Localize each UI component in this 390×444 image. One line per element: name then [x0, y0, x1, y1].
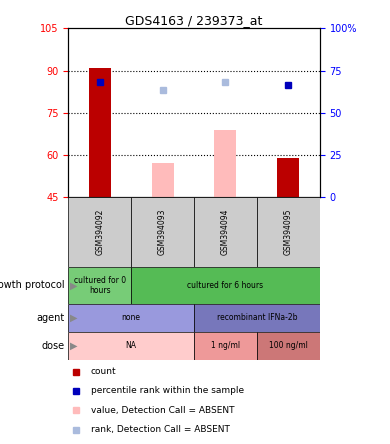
Text: GSM394092: GSM394092 — [95, 209, 104, 255]
Text: 1 ng/ml: 1 ng/ml — [211, 341, 240, 350]
Bar — [257, 197, 320, 267]
Bar — [68, 332, 194, 360]
Bar — [68, 304, 194, 332]
Text: 100 ng/ml: 100 ng/ml — [269, 341, 308, 350]
Bar — [131, 267, 320, 304]
Bar — [194, 197, 257, 267]
Text: value, Detection Call = ABSENT: value, Detection Call = ABSENT — [91, 406, 234, 415]
Bar — [68, 267, 131, 304]
Text: NA: NA — [126, 341, 136, 350]
Text: recombinant IFNa-2b: recombinant IFNa-2b — [217, 313, 297, 322]
Text: cultured for 6 hours: cultured for 6 hours — [188, 281, 264, 290]
Title: GDS4163 / 239373_at: GDS4163 / 239373_at — [125, 14, 263, 27]
Text: ▶: ▶ — [70, 313, 78, 323]
Text: agent: agent — [36, 313, 64, 323]
Bar — [257, 332, 320, 360]
Bar — [277, 158, 300, 197]
Text: count: count — [91, 367, 117, 376]
Text: GSM394093: GSM394093 — [158, 209, 167, 255]
Text: GSM394094: GSM394094 — [221, 209, 230, 255]
Text: GSM394095: GSM394095 — [284, 209, 293, 255]
Bar — [68, 197, 131, 267]
Text: none: none — [122, 313, 141, 322]
Text: rank, Detection Call = ABSENT: rank, Detection Call = ABSENT — [91, 425, 230, 434]
Bar — [194, 332, 257, 360]
Bar — [131, 197, 194, 267]
Bar — [89, 68, 111, 197]
Text: cultured for 0
hours: cultured for 0 hours — [74, 276, 126, 295]
Bar — [152, 163, 174, 197]
Text: ▶: ▶ — [70, 281, 78, 290]
Bar — [215, 130, 236, 197]
Text: growth protocol: growth protocol — [0, 281, 64, 290]
Text: dose: dose — [41, 341, 64, 351]
Text: percentile rank within the sample: percentile rank within the sample — [91, 386, 244, 396]
Text: ▶: ▶ — [70, 341, 78, 351]
Bar — [194, 304, 320, 332]
